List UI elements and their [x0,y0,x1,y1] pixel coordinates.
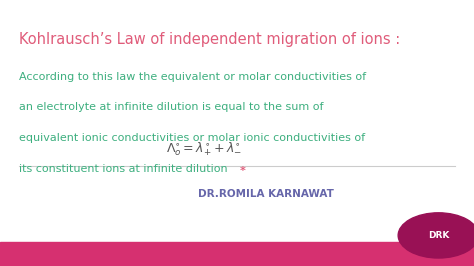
Text: its constituent ions at infinite dilution: its constituent ions at infinite dilutio… [19,164,228,174]
Text: According to this law the equivalent or molar conductivities of: According to this law the equivalent or … [19,72,366,82]
Text: $\Lambda^{\circ}_{o} = \lambda^{\circ}_{+} + \lambda^{\circ}_{-}$: $\Lambda^{\circ}_{o} = \lambda^{\circ}_{… [166,140,242,158]
Text: Kohlrausch’s Law of independent migration of ions :: Kohlrausch’s Law of independent migratio… [19,32,400,47]
Text: an electrolyte at infinite dilution is equal to the sum of: an electrolyte at infinite dilution is e… [19,102,323,113]
Text: equivalent ionic conductivities or molar ionic conductivities of: equivalent ionic conductivities or molar… [19,133,365,143]
Text: DR.ROMILA KARNAWAT: DR.ROMILA KARNAWAT [198,189,333,199]
Text: *: * [239,166,245,176]
Circle shape [398,213,474,258]
Bar [0,242,474,266]
Text: DRK: DRK [428,231,449,240]
